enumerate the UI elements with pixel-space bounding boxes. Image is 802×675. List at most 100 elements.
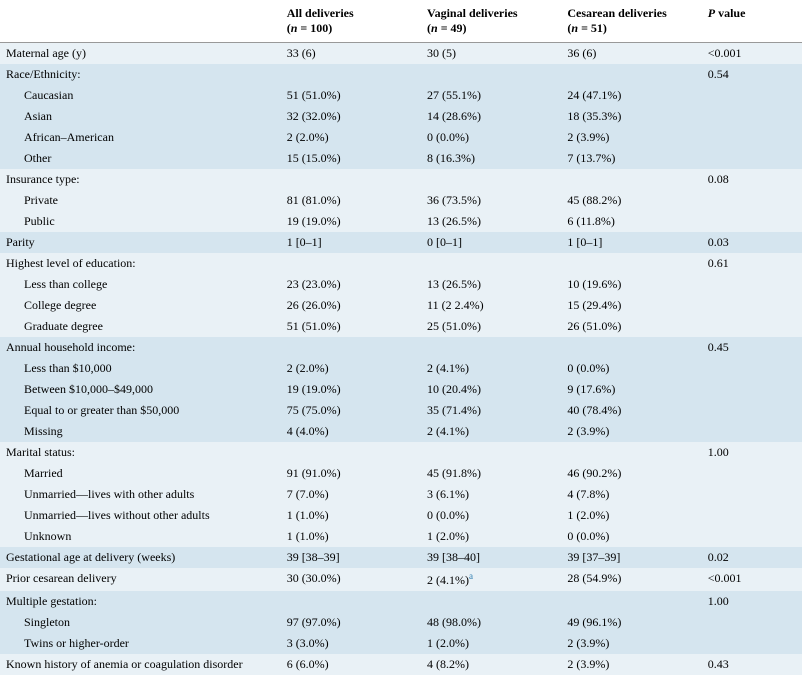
- cell-all-deliveries: 81 (81.0%): [281, 190, 421, 211]
- row-label: Less than $10,000: [0, 358, 281, 379]
- cell-vaginal-deliveries: 8 (16.3%): [421, 148, 561, 169]
- cell-vaginal-deliveries: 25 (51.0%): [421, 316, 561, 337]
- cell-p-value: [702, 274, 802, 295]
- row-label: Maternal age (y): [0, 43, 281, 65]
- table-row: Equal to or greater than $50,00075 (75.0…: [0, 400, 802, 421]
- cell-vaginal-deliveries: 13 (26.5%): [421, 211, 561, 232]
- cell-all-deliveries: 19 (19.0%): [281, 211, 421, 232]
- table-row: Maternal age (y)33 (6)30 (5)36 (6)<0.001: [0, 43, 802, 65]
- row-label: Caucasian: [0, 85, 281, 106]
- cell-cesarean-deliveries: 7 (13.7%): [561, 148, 701, 169]
- cell-all-deliveries: [281, 442, 421, 463]
- characteristics-table: All deliveries (n = 100) Vaginal deliver…: [0, 0, 802, 675]
- row-label: Unknown: [0, 526, 281, 547]
- cell-all-deliveries: 1 [0–1]: [281, 232, 421, 253]
- table-row: Twins or higher-order3 (3.0%)1 (2.0%)2 (…: [0, 633, 802, 654]
- cell-cesarean-deliveries: 2 (3.9%): [561, 421, 701, 442]
- cell-all-deliveries: 26 (26.0%): [281, 295, 421, 316]
- cell-cesarean-deliveries: [561, 169, 701, 190]
- cell-cesarean-deliveries: 45 (88.2%): [561, 190, 701, 211]
- header-pvalue-title: P: [708, 6, 715, 20]
- cell-vaginal-deliveries: 45 (91.8%): [421, 463, 561, 484]
- cell-p-value: <0.001: [702, 568, 802, 591]
- row-label: Unmarried—lives without other adults: [0, 505, 281, 526]
- cell-all-deliveries: 51 (51.0%): [281, 316, 421, 337]
- table-body: Maternal age (y)33 (6)30 (5)36 (6)<0.001…: [0, 43, 802, 675]
- header-all-sub: (n = 100): [287, 21, 333, 35]
- row-label: Highest level of education:: [0, 253, 281, 274]
- table-row: Other15 (15.0%)8 (16.3%)7 (13.7%): [0, 148, 802, 169]
- row-label: Unmarried—lives with other adults: [0, 484, 281, 505]
- row-label: Race/Ethnicity:: [0, 64, 281, 85]
- cell-p-value: [702, 127, 802, 148]
- table-row: Unmarried—lives without other adults1 (1…: [0, 505, 802, 526]
- row-label: Asian: [0, 106, 281, 127]
- table-row: Missing4 (4.0%)2 (4.1%)2 (3.9%): [0, 421, 802, 442]
- cell-all-deliveries: 23 (23.0%): [281, 274, 421, 295]
- cell-p-value: 1.00: [702, 591, 802, 612]
- row-label: Between $10,000–$49,000: [0, 379, 281, 400]
- cell-vaginal-deliveries: 36 (73.5%): [421, 190, 561, 211]
- table-row: Less than $10,0002 (2.0%)2 (4.1%)0 (0.0%…: [0, 358, 802, 379]
- footnote-marker: a: [469, 571, 473, 581]
- row-label: Missing: [0, 421, 281, 442]
- cell-cesarean-deliveries: 9 (17.6%): [561, 379, 701, 400]
- row-label: Multiple gestation:: [0, 591, 281, 612]
- cell-vaginal-deliveries: 1 (2.0%): [421, 526, 561, 547]
- cell-vaginal-deliveries: 27 (55.1%): [421, 85, 561, 106]
- row-label: Less than college: [0, 274, 281, 295]
- cell-all-deliveries: 1 (1.0%): [281, 505, 421, 526]
- table-row: Married91 (91.0%)45 (91.8%)46 (90.2%): [0, 463, 802, 484]
- cell-vaginal-deliveries: 0 [0–1]: [421, 232, 561, 253]
- row-label: Singleton: [0, 612, 281, 633]
- cell-vaginal-deliveries: 0 (0.0%): [421, 127, 561, 148]
- cell-all-deliveries: 32 (32.0%): [281, 106, 421, 127]
- cell-all-deliveries: 39 [38–39]: [281, 547, 421, 568]
- cell-p-value: [702, 463, 802, 484]
- cell-vaginal-deliveries: 35 (71.4%): [421, 400, 561, 421]
- table-row: Insurance type:0.08: [0, 169, 802, 190]
- cell-cesarean-deliveries: 1 [0–1]: [561, 232, 701, 253]
- cell-all-deliveries: 2 (2.0%): [281, 358, 421, 379]
- cell-vaginal-deliveries: 1 (2.0%): [421, 633, 561, 654]
- table-row: Known history of anemia or coagulation d…: [0, 654, 802, 675]
- cell-cesarean-deliveries: 26 (51.0%): [561, 316, 701, 337]
- table-row: African–American2 (2.0%)0 (0.0%)2 (3.9%): [0, 127, 802, 148]
- table-row: Race/Ethnicity:0.54: [0, 64, 802, 85]
- cell-cesarean-deliveries: 1 (2.0%): [561, 505, 701, 526]
- cell-vaginal-deliveries: 39 [38–40]: [421, 547, 561, 568]
- cell-cesarean-deliveries: 18 (35.3%): [561, 106, 701, 127]
- row-label: Known history of anemia or coagulation d…: [0, 654, 281, 675]
- table-row: Between $10,000–$49,00019 (19.0%)10 (20.…: [0, 379, 802, 400]
- row-label: Prior cesarean delivery: [0, 568, 281, 591]
- row-label: Graduate degree: [0, 316, 281, 337]
- header-cesarean: Cesarean deliveries (n = 51): [561, 0, 701, 43]
- table-row: Unmarried—lives with other adults7 (7.0%…: [0, 484, 802, 505]
- table-row: Caucasian51 (51.0%)27 (55.1%)24 (47.1%): [0, 85, 802, 106]
- cell-p-value: 0.08: [702, 169, 802, 190]
- cell-vaginal-deliveries: 10 (20.4%): [421, 379, 561, 400]
- cell-vaginal-deliveries: 3 (6.1%): [421, 484, 561, 505]
- cell-all-deliveries: 6 (6.0%): [281, 654, 421, 675]
- cell-p-value: [702, 148, 802, 169]
- cell-vaginal-deliveries: 13 (26.5%): [421, 274, 561, 295]
- row-label: Married: [0, 463, 281, 484]
- row-label: Marital status:: [0, 442, 281, 463]
- cell-p-value: <0.001: [702, 43, 802, 65]
- cell-cesarean-deliveries: 2 (3.9%): [561, 633, 701, 654]
- cell-vaginal-deliveries: [421, 169, 561, 190]
- cell-p-value: [702, 106, 802, 127]
- cell-all-deliveries: 7 (7.0%): [281, 484, 421, 505]
- header-vaginal: Vaginal deliveries (n = 49): [421, 0, 561, 43]
- cell-p-value: [702, 295, 802, 316]
- cell-p-value: [702, 633, 802, 654]
- header-label: [0, 0, 281, 43]
- cell-cesarean-deliveries: 36 (6): [561, 43, 701, 65]
- table-row: Public19 (19.0%)13 (26.5%)6 (11.8%): [0, 211, 802, 232]
- table-row: Graduate degree51 (51.0%)25 (51.0%)26 (5…: [0, 316, 802, 337]
- cell-all-deliveries: [281, 591, 421, 612]
- header-pvalue: P value: [702, 0, 802, 43]
- header-vaginal-sub: (n = 49): [427, 21, 467, 35]
- cell-vaginal-deliveries: 2 (4.1%): [421, 421, 561, 442]
- header-all: All deliveries (n = 100): [281, 0, 421, 43]
